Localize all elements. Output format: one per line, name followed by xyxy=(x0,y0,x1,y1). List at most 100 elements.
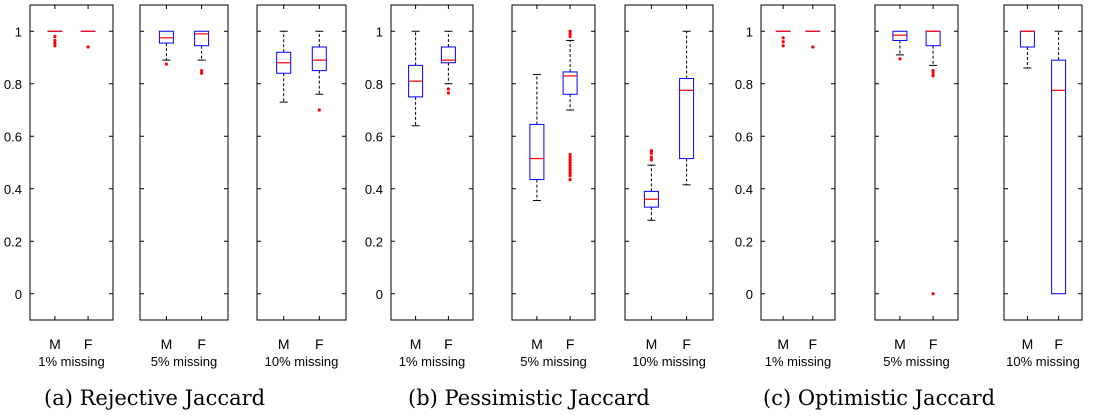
box-f: F xyxy=(679,5,695,352)
outlier-point xyxy=(931,69,935,73)
y-tick-label: 0 xyxy=(376,287,383,302)
box-iqr xyxy=(1019,30,1035,48)
outlier-point xyxy=(568,155,572,159)
panel-10-missing: M F 10% missing xyxy=(1003,4,1083,369)
panel-1-missing: M F 1% missing xyxy=(29,4,114,369)
outlier-point xyxy=(568,32,572,36)
y-tick-label: 0 xyxy=(746,287,753,302)
subfigure-1: 0 0.2 0.4 0.6 0.8 1 M F 1% missing M F 5% missing M F… xyxy=(4,4,347,369)
box-f: F xyxy=(80,5,96,352)
box-f: F xyxy=(311,5,327,352)
panel-frame xyxy=(256,4,347,321)
panel-1-missing: M F 1% missing xyxy=(390,4,474,369)
outlier-point xyxy=(446,87,450,91)
panel-frame xyxy=(511,4,596,321)
x-category-label: F xyxy=(197,336,206,352)
y-tick-label: 0.2 xyxy=(365,234,383,249)
y-tick-label: 0.4 xyxy=(735,182,753,197)
x-category-label: M xyxy=(777,336,789,352)
x-category-label: F xyxy=(444,336,453,352)
y-tick-label: 0.6 xyxy=(735,129,753,144)
y-tick-label: 1 xyxy=(376,24,383,39)
outlier-point xyxy=(931,292,935,296)
panel-frame xyxy=(874,4,959,321)
x-category-label: M xyxy=(1022,336,1034,352)
box-m: M xyxy=(775,5,791,352)
y-tick-label: 0.8 xyxy=(4,77,22,92)
outlier-point xyxy=(446,91,450,95)
panel-frame xyxy=(1003,4,1083,321)
outlier-point xyxy=(781,36,785,40)
box-iqr xyxy=(1051,59,1067,295)
y-tick-label: 1 xyxy=(746,24,753,39)
box-m: M xyxy=(408,5,424,352)
x-category-label: F xyxy=(929,336,938,352)
y-tick-label: 0 xyxy=(15,287,22,302)
panel-frame xyxy=(624,4,714,321)
outlier-point xyxy=(317,108,321,112)
box-iqr xyxy=(529,123,545,181)
y-tick-label: 0.6 xyxy=(4,129,22,144)
x-category-label: F xyxy=(809,336,818,352)
x-category-label: M xyxy=(531,336,543,352)
panel-frame xyxy=(29,4,114,321)
outlier-point xyxy=(568,174,572,178)
outlier-point xyxy=(53,41,57,45)
outlier-point xyxy=(86,45,90,49)
box-f: F xyxy=(194,5,210,352)
box-iqr xyxy=(158,30,174,44)
subfigure-3: 0 0.2 0.4 0.6 0.8 1 M F 1% missing M F 5% missing M F… xyxy=(735,4,1083,369)
x-category-label: F xyxy=(84,336,93,352)
box-iqr xyxy=(925,30,941,47)
x-category-label: F xyxy=(1054,336,1063,352)
panel-5-missing: M F 5% missing xyxy=(511,4,596,369)
outlier-point xyxy=(649,158,654,162)
panel-frame xyxy=(760,4,836,321)
outlier-point xyxy=(568,166,572,170)
outlier-point xyxy=(164,62,168,66)
panel-label: 5% missing xyxy=(151,354,217,369)
outlier-point xyxy=(53,38,57,43)
caption-pessimistic-jaccard: (b) Pessimistic Jaccard xyxy=(408,386,650,410)
panel-label: 1% missing xyxy=(38,354,104,369)
box-m: M xyxy=(47,5,63,352)
panel-label: 10% missing xyxy=(265,354,339,369)
outlier-point xyxy=(200,71,204,75)
panel-label: 5% missing xyxy=(883,354,949,369)
panel-1-missing: M F 1% missing xyxy=(760,4,836,369)
outlier-point xyxy=(568,153,572,157)
x-category-label: M xyxy=(410,336,422,352)
box-iqr xyxy=(440,46,456,64)
panel-label: 10% missing xyxy=(632,354,706,369)
outlier-point xyxy=(781,44,785,48)
x-category-label: F xyxy=(682,336,691,352)
box-f: F xyxy=(440,5,456,352)
box-m: M xyxy=(158,5,174,352)
panel-label: 1% missing xyxy=(399,354,465,369)
y-tick-label: 0.4 xyxy=(4,182,22,197)
box-f: F xyxy=(925,5,941,352)
panel-frame xyxy=(390,4,474,321)
x-category-label: M xyxy=(161,336,173,352)
y-tick-label: 0.8 xyxy=(735,77,753,92)
outlier-point xyxy=(781,40,785,44)
y-tick-label: 0.8 xyxy=(365,77,383,92)
outlier-point xyxy=(649,149,654,153)
box-iqr xyxy=(562,71,578,95)
outlier-point xyxy=(200,69,204,73)
panel-label: 1% missing xyxy=(765,354,831,369)
x-category-label: F xyxy=(315,336,324,352)
panel-label: 10% missing xyxy=(1006,354,1080,369)
box-iqr xyxy=(679,78,695,160)
y-tick-label: 0.2 xyxy=(4,234,22,249)
outlier-point xyxy=(53,34,57,39)
x-category-label: F xyxy=(566,336,575,352)
outlier-point xyxy=(568,160,572,165)
x-category-label: M xyxy=(894,336,906,352)
panel-frame xyxy=(139,4,229,321)
box-f: F xyxy=(1051,5,1067,352)
y-tick-label: 0.2 xyxy=(735,234,753,249)
outlier-point xyxy=(568,34,572,39)
outlier-point xyxy=(649,151,654,155)
